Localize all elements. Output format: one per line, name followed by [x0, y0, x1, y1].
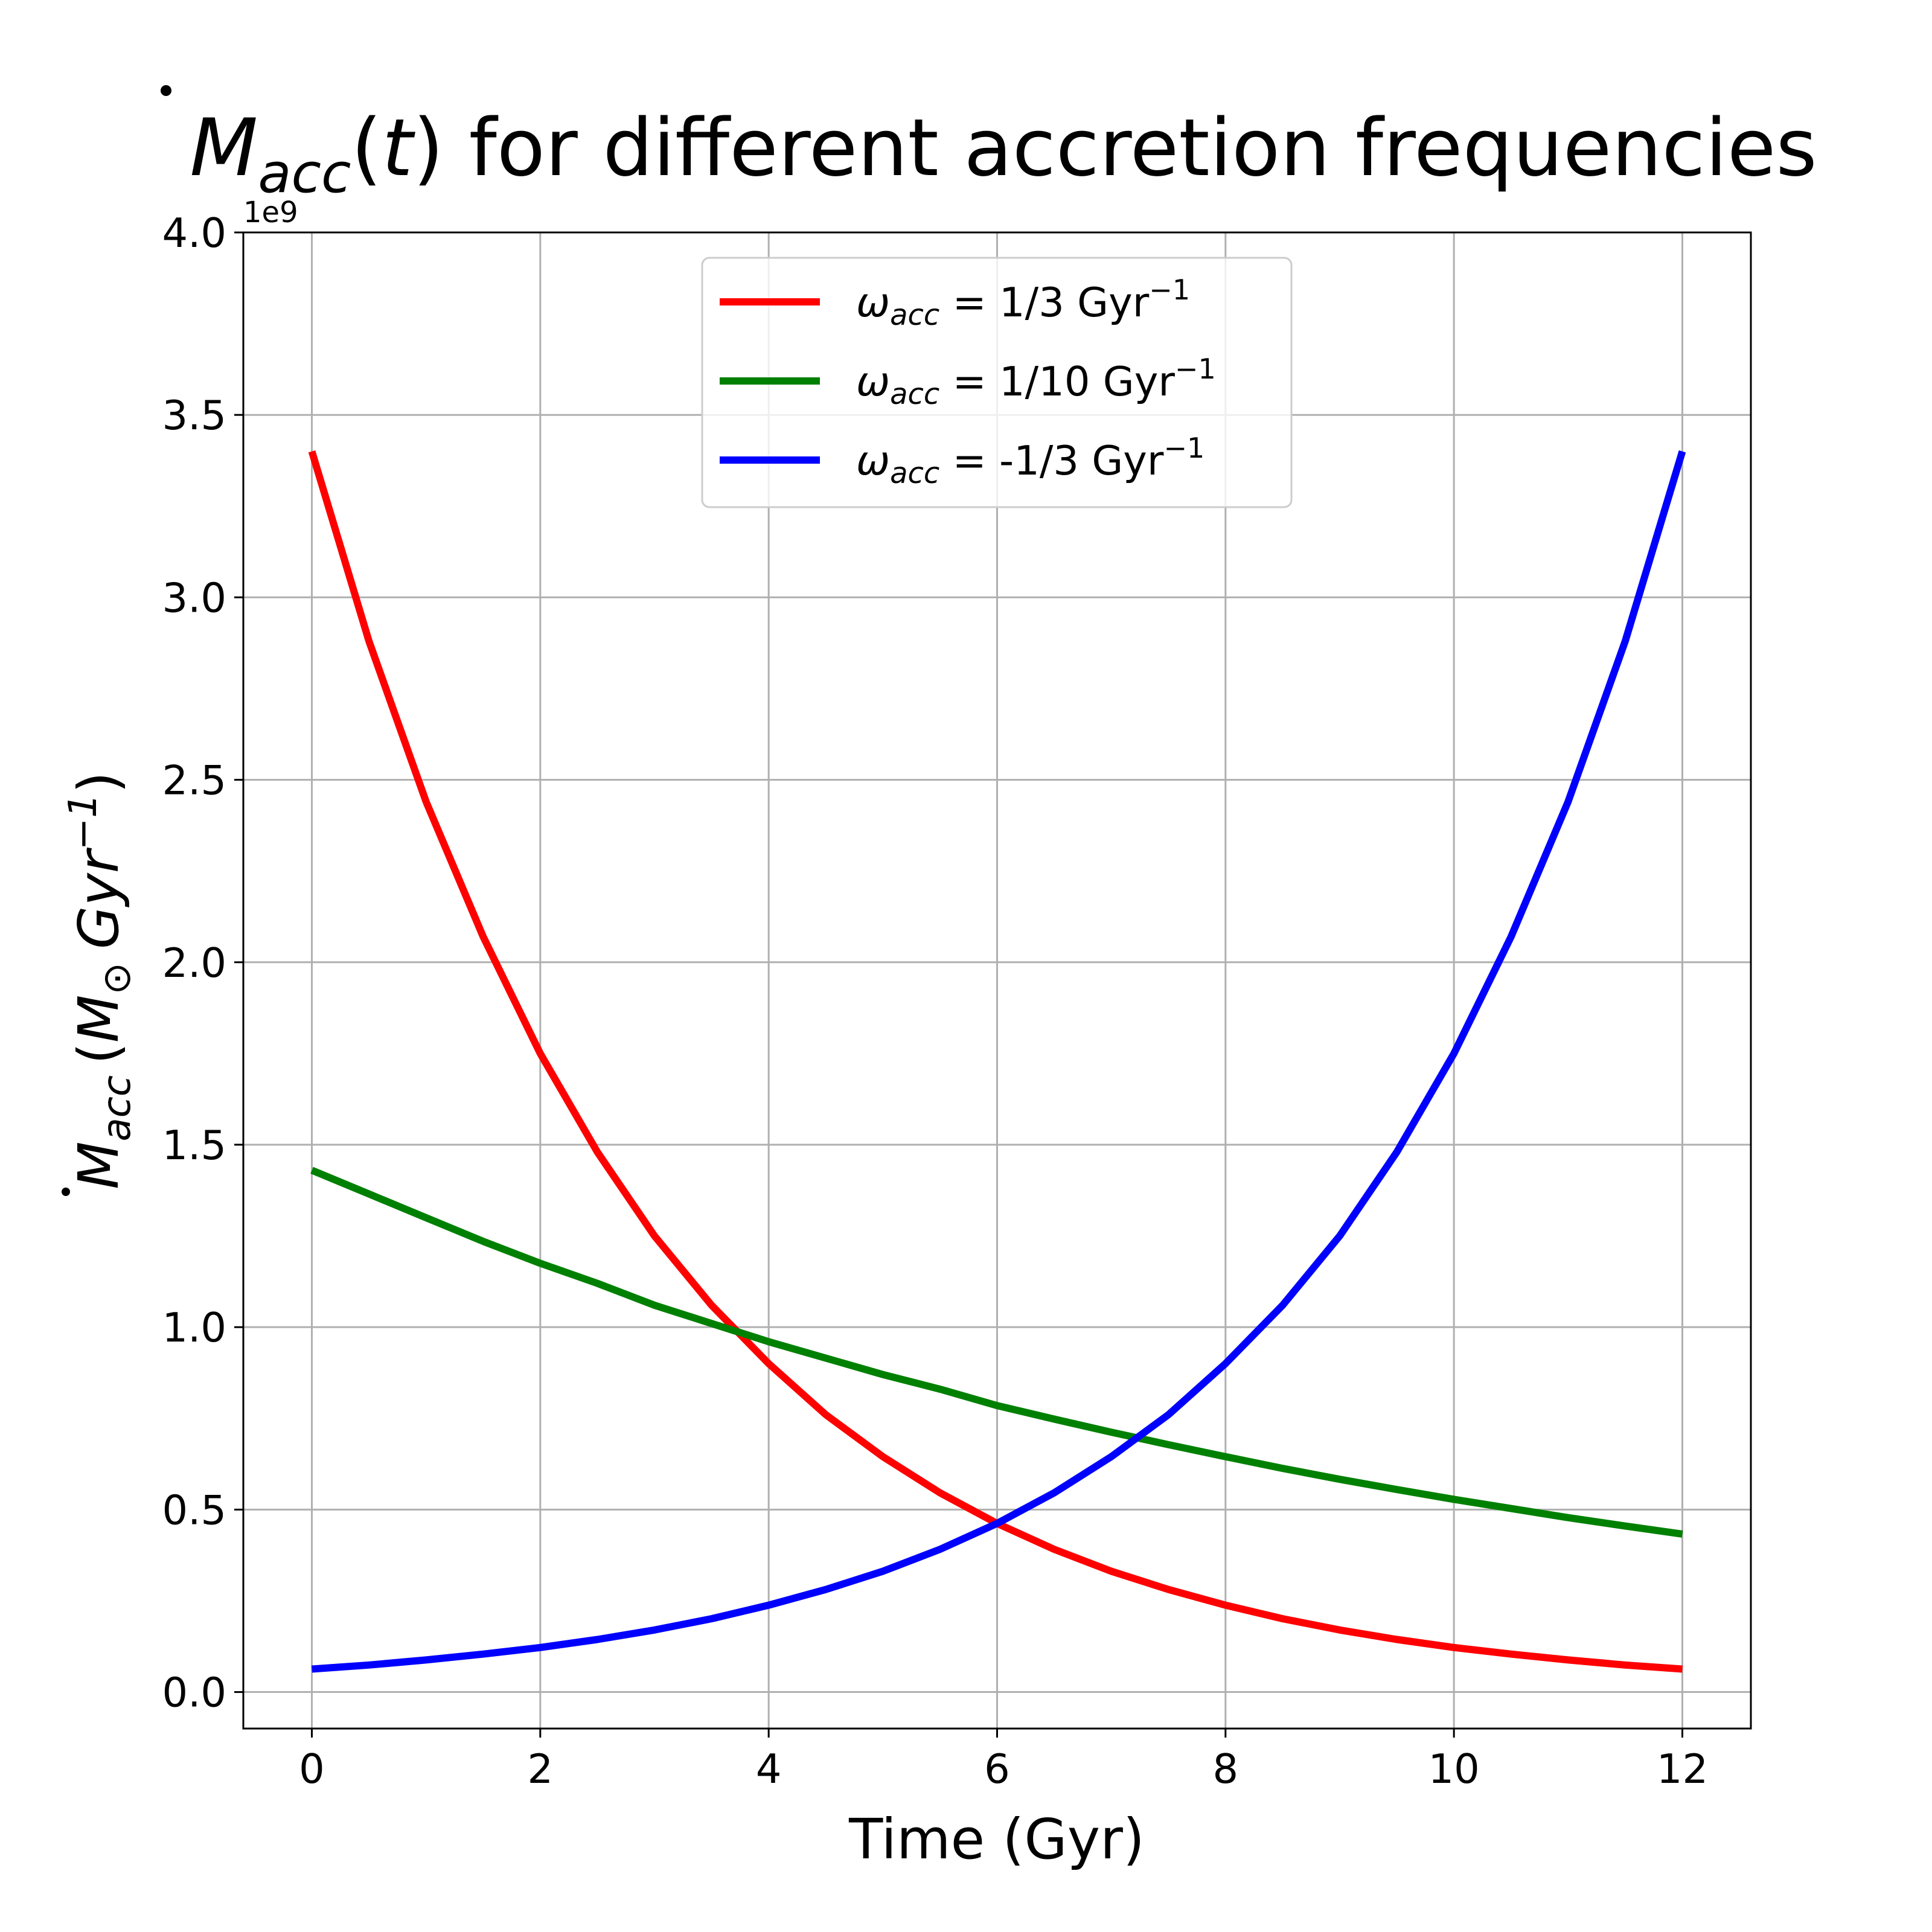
series-group [308, 450, 1686, 1673]
x-tick-label: 0 [299, 1745, 325, 1793]
y-tick-label: 3.0 [162, 574, 226, 621]
y-axis-ticks: 0.0 0.5 1.0 1.5 2.0 2.5 3.0 3.5 4.0 [162, 210, 243, 1716]
x-tick-label: 2 [528, 1745, 554, 1793]
x-axis-label: Time (Gyr) [848, 1807, 1145, 1872]
series-line-2 [312, 450, 1686, 1673]
chart-title: Macc(t) for different accretion frequenc… [190, 101, 1817, 205]
x-axis-ticks: 0 2 4 6 8 10 12 [299, 1729, 1708, 1793]
legend: ωacc = 1/3 Gyr−1 ωacc = 1/10 Gyr−1 ωacc = … [701, 257, 1293, 508]
y-tick-label: 0.0 [162, 1669, 226, 1716]
legend-box [701, 257, 1293, 508]
legend-label-2: ωacc = -1/3 Gyr−1 [856, 432, 1204, 490]
x-tick-label: 6 [984, 1745, 1010, 1793]
title-dot [161, 85, 171, 96]
legend-entries: ωacc = 1/3 Gyr−1 ωacc = 1/10 Gyr−1 ωacc = … [720, 273, 1216, 490]
y-axis-label: Macc(M⊙Gyr−1) [61, 772, 139, 1189]
x-tick-label: 10 [1428, 1745, 1480, 1793]
x-tick-label: 8 [1213, 1745, 1239, 1793]
y-tick-label: 3.5 [162, 392, 226, 439]
x-tick-label: 12 [1657, 1745, 1708, 1793]
y-tick-label: 1.5 [162, 1122, 226, 1169]
y-tick-label: 2.5 [162, 757, 226, 804]
y-tick-label: 2.0 [162, 939, 226, 987]
y-tick-label: 4.0 [162, 210, 226, 257]
y-tick-label: 1.0 [162, 1304, 226, 1351]
y-axis-label-dot [62, 1188, 70, 1196]
legend-label-1: ωacc = 1/10 Gyr−1 [856, 353, 1216, 411]
y-offset-label: 1e9 [243, 196, 298, 229]
series-line-1 [310, 1166, 1683, 1538]
legend-label-0: ωacc = 1/3 Gyr−1 [856, 273, 1190, 332]
y-tick-label: 0.5 [162, 1486, 226, 1534]
x-tick-label: 4 [756, 1745, 782, 1793]
